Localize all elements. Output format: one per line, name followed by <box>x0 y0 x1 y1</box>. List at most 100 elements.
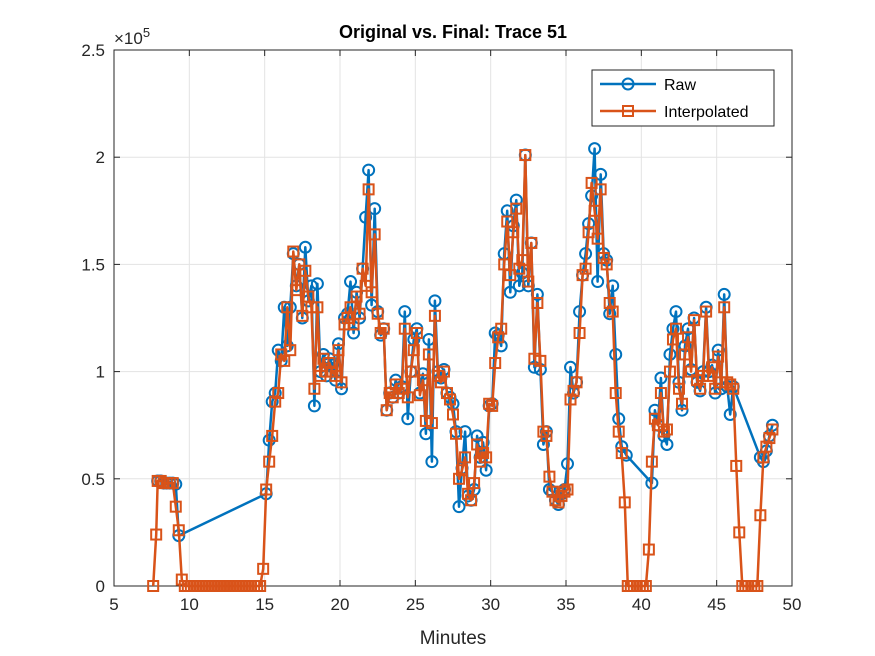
y-tick-label: 2 <box>96 148 105 167</box>
data-point-interpolated <box>329 369 342 382</box>
data-point-interpolated <box>685 365 698 378</box>
data-point-interpolated <box>401 391 414 404</box>
legend: Raw Interpolated <box>591 69 775 127</box>
data-point-interpolated <box>513 262 526 275</box>
x-axis-label: Minutes <box>420 628 487 649</box>
data-point-interpolated <box>534 354 547 367</box>
data-point-raw <box>509 193 523 207</box>
data-point-interpolated <box>570 376 583 389</box>
x-tick-label: 5 <box>109 595 118 614</box>
data-point-interpolated <box>428 309 441 322</box>
data-point-interpolated <box>727 382 740 395</box>
data-point-interpolated <box>528 352 541 365</box>
data-point-raw <box>419 427 433 441</box>
data-point-raw <box>479 463 493 477</box>
data-point-interpolated <box>305 301 318 314</box>
data-point-interpolated <box>660 423 673 436</box>
legend-interpolated-label: Interpolated <box>664 104 749 121</box>
data-point-interpolated <box>600 258 613 271</box>
data-point-interpolated <box>585 176 598 189</box>
data-point-interpolated <box>588 204 601 217</box>
legend-interpolated-marker <box>622 105 634 117</box>
data-point-interpolated <box>639 580 652 592</box>
data-point-interpolated <box>615 447 628 460</box>
data-point-raw <box>452 500 466 514</box>
data-point-interpolated <box>459 451 472 464</box>
data-point-interpolated <box>172 524 185 537</box>
data-point-interpolated <box>404 365 417 378</box>
data-point-interpolated <box>169 500 182 513</box>
data-point-interpolated <box>293 258 306 271</box>
data-point-interpolated <box>266 429 279 442</box>
grid <box>114 50 792 586</box>
data-point-interpolated <box>260 483 273 496</box>
x-tick-label: 40 <box>632 595 651 614</box>
data-point-interpolated <box>407 344 420 357</box>
data-point-interpolated <box>654 387 667 400</box>
data-point-interpolated <box>278 354 291 367</box>
data-point-raw <box>717 287 731 301</box>
data-point-interpolated <box>450 427 463 440</box>
legend-raw-marker <box>621 77 635 91</box>
data-point-interpolated <box>416 374 429 387</box>
data-point-interpolated <box>150 528 163 541</box>
data-point-interpolated <box>564 393 577 406</box>
data-point-raw <box>494 339 508 353</box>
x-tick-label: 15 <box>255 595 274 614</box>
data-point-interpolated <box>332 344 345 357</box>
data-point-interpolated <box>609 387 622 400</box>
data-point-interpolated <box>663 365 676 378</box>
data-point-interpolated <box>371 307 384 320</box>
data-point-interpolated <box>700 305 713 318</box>
data-point-interpolated <box>591 232 604 245</box>
data-point-raw <box>723 407 737 421</box>
y-tick-label: 0 <box>96 577 105 596</box>
data-point-interpolated <box>437 365 450 378</box>
data-point-interpolated <box>419 414 432 427</box>
data-point-interpolated <box>697 369 710 382</box>
data-point-interpolated <box>522 275 535 288</box>
data-point-interpolated <box>175 573 188 586</box>
axes-box <box>113 49 793 587</box>
data-point-interpolated <box>606 305 619 318</box>
data-point-interpolated <box>471 438 484 451</box>
data-point-interpolated <box>679 348 692 361</box>
data-point-interpolated <box>440 387 453 400</box>
data-point-interpolated <box>395 382 408 395</box>
data-point-raw <box>398 305 412 319</box>
data-point-interpolated <box>398 322 411 335</box>
data-point-interpolated <box>703 369 716 382</box>
data-point-interpolated <box>709 382 722 395</box>
data-point-raw <box>503 285 517 299</box>
data-point-interpolated <box>552 496 565 509</box>
data-point-raw <box>347 326 361 340</box>
data-point-interpolated <box>519 149 532 162</box>
data-point-interpolated <box>507 226 520 239</box>
series-group <box>147 142 779 592</box>
data-point-interpolated <box>543 470 556 483</box>
data-point-interpolated <box>510 202 523 215</box>
data-point-raw <box>425 455 439 469</box>
legend-raw-label: Raw <box>664 77 696 94</box>
data-point-interpolated <box>254 580 267 592</box>
data-point-interpolated <box>676 397 689 410</box>
x-tick-label: 50 <box>783 595 802 614</box>
x-tick-label: 35 <box>557 595 576 614</box>
data-point-raw <box>307 399 321 413</box>
data-point-interpolated <box>147 580 160 592</box>
data-point-interpolated <box>694 382 707 395</box>
data-point-interpolated <box>489 357 502 370</box>
data-point-interpolated <box>688 314 701 327</box>
data-point-interpolated <box>754 509 767 522</box>
data-point-interpolated <box>362 183 375 196</box>
data-point-interpolated <box>525 236 538 249</box>
data-point-raw <box>591 275 605 289</box>
data-point-interpolated <box>498 258 511 271</box>
data-point-interpolated <box>573 327 586 340</box>
data-point-interpolated <box>673 382 685 395</box>
data-point-interpolated <box>682 331 695 344</box>
y-tick-label: 2.5 <box>81 41 105 60</box>
data-point-raw <box>458 425 472 439</box>
data-point-interpolated <box>531 296 544 309</box>
